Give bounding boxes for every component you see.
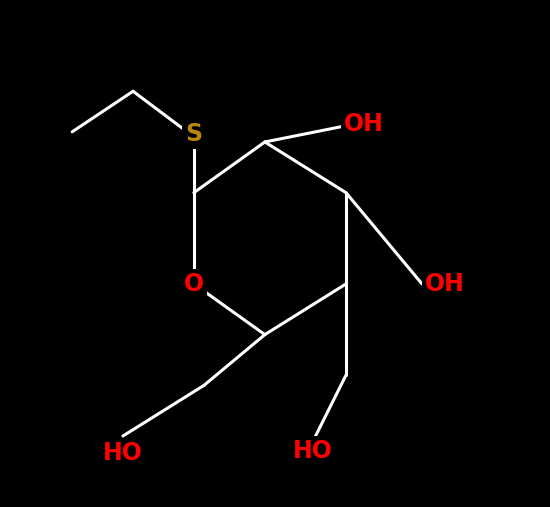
Text: HO: HO <box>103 441 143 465</box>
Text: OH: OH <box>343 112 383 136</box>
Text: S: S <box>185 122 202 147</box>
Text: HO: HO <box>293 439 333 462</box>
Text: OH: OH <box>425 272 464 296</box>
Text: O: O <box>184 272 204 296</box>
